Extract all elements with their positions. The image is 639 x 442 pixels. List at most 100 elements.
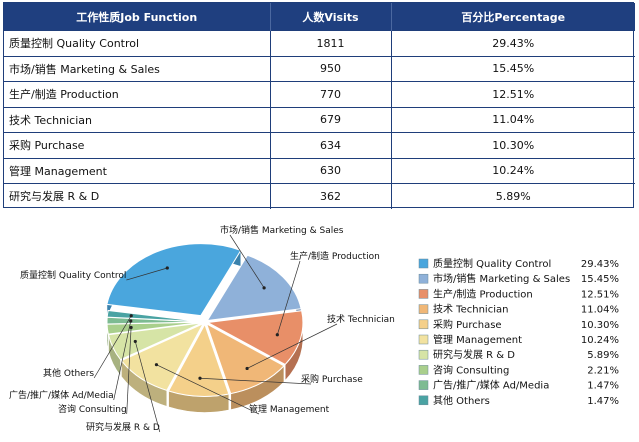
pie-chart: 质量控制 Quality Control 市场/销售 Marketing & Sa…: [9, 224, 619, 433]
legend-label: 生产/制造 Production: [433, 287, 533, 300]
job-function-table: 工作性质Job Function 人数Visits 百分比Percentage …: [3, 2, 635, 209]
leader-line: [246, 323, 338, 369]
cell-percentage: 11.04%: [391, 106, 635, 133]
leader-line: [156, 364, 260, 415]
cell-visits: 679: [270, 106, 392, 133]
cell-percentage: 10.24%: [391, 157, 635, 184]
cell-visits: 770: [270, 81, 392, 107]
pie-slice: [167, 323, 230, 397]
cell-percentage: 29.43%: [391, 30, 635, 56]
header-job-function: 工作性质Job Function: [4, 3, 271, 31]
table-row: 采购 Purchase 634 10.30%: [4, 132, 635, 158]
cell-function: 研究与发展 R & D: [4, 183, 271, 209]
cell-function: 技术 Technician: [4, 106, 271, 133]
legend-label: 研究与发展 R & D: [433, 348, 515, 361]
leader-dot: [245, 366, 249, 371]
cell-percentage: 12.51%: [391, 81, 635, 107]
legend-label: 市场/销售 Marketing & Sales: [433, 272, 570, 285]
legend-swatch: [418, 380, 429, 390]
slice-label: 技术 Technician: [327, 313, 395, 325]
pie-slice: [120, 322, 205, 391]
slice-label: 咨询 Consulting: [58, 403, 127, 415]
table-row: 研究与发展 R & D 362 5.89%: [4, 183, 635, 209]
table-header-row: 工作性质Job Function 人数Visits 百分比Percentage: [4, 3, 635, 31]
header-percentage: 百分比Percentage: [391, 3, 635, 31]
leader-dot: [165, 266, 169, 270]
table-row: 质量控制 Quality Control 1811 29.43%: [4, 30, 635, 56]
legend-label: 质量控制 Quality Control: [433, 257, 551, 270]
legend-label: 其他 Others: [433, 394, 490, 407]
cell-function: 市场/销售 Marketing & Sales: [4, 55, 271, 82]
legend-label: 技术 Technician: [433, 303, 508, 316]
table-row: 技术 Technician 679 11.04%: [4, 106, 635, 133]
legend-label: 咨询 Consulting: [433, 363, 509, 376]
leader-dot: [129, 319, 133, 323]
table-row: 生产/制造 Production 770 12.51%: [4, 81, 635, 107]
legend-swatch: [418, 273, 429, 284]
pie-slice: [206, 254, 302, 322]
leader-dot: [129, 325, 133, 330]
pie-slice: [206, 310, 304, 366]
slice-label: 管理 Management: [249, 403, 330, 415]
leader-line: [126, 327, 132, 415]
legend-swatch: [418, 289, 429, 299]
chart-legend: 质量控制 Quality Control 29.43% 市场/销售 Marketin…: [418, 257, 619, 407]
leader-line: [93, 315, 132, 379]
slice-label: 其他 Others: [43, 367, 94, 379]
cell-percentage: 10.30%: [391, 132, 635, 158]
legend-value: 1.47%: [587, 381, 619, 392]
legend-swatch: [418, 319, 429, 330]
leader-line: [134, 341, 161, 433]
legend-swatch: [418, 334, 429, 345]
legend-value: 2.21%: [587, 365, 619, 376]
leader-dot: [133, 339, 137, 344]
cell-visits: 1811: [270, 30, 392, 56]
table-row: 管理 Management 630 10.24%: [4, 157, 635, 184]
legend-value: 15.45%: [581, 274, 619, 285]
legend-swatch: [418, 304, 429, 314]
table-row: 市场/销售 Marketing & Sales 950 15.45%: [4, 55, 635, 82]
legend-value: 1.47%: [587, 396, 619, 407]
legend-swatch: [418, 365, 429, 375]
legend-value: 5.89%: [587, 350, 619, 361]
legend-label: 管理 Management: [433, 333, 522, 346]
legend-value: 10.24%: [581, 335, 619, 346]
cell-function: 管理 Management: [4, 157, 271, 184]
legend-value: 11.04%: [581, 305, 619, 316]
leader-dot: [198, 376, 202, 380]
slice-label: 广告/推广/媒体 Ad/Media: [9, 389, 114, 401]
pie-slice: [205, 322, 285, 395]
cell-function: 采购 Purchase: [4, 132, 271, 158]
cell-function: 质量控制 Quality Control: [4, 30, 271, 56]
legend-value: 10.30%: [581, 320, 619, 331]
leader-dot: [275, 333, 279, 337]
legend-value: 12.51%: [581, 289, 619, 300]
cell-visits: 630: [270, 157, 392, 184]
leader-line: [199, 377, 312, 385]
legend-swatch: [418, 395, 429, 406]
legend-swatch: [418, 349, 429, 360]
pie-slice: [106, 309, 203, 323]
cell-percentage: 15.45%: [391, 55, 635, 82]
leader-line: [113, 320, 132, 401]
legend-swatch: [418, 258, 429, 269]
leader-line: [276, 260, 301, 335]
leader-dot: [262, 286, 266, 290]
pie-slice: [106, 243, 242, 317]
leader-dot: [129, 314, 133, 318]
slice-label: 市场/销售 Marketing & Sales: [220, 224, 344, 236]
legend-value: 29.43%: [581, 259, 619, 270]
cell-percentage: 5.89%: [391, 183, 635, 209]
cell-visits: 950: [270, 55, 392, 82]
legend-label: 广告/推广/媒体 Ad/Media: [433, 379, 549, 392]
slice-label: 质量控制 Quality Control: [20, 269, 126, 281]
cell-function: 生产/制造 Production: [4, 81, 271, 107]
slice-label: 研究与发展 R & D: [86, 421, 160, 433]
leader-line: [229, 234, 265, 289]
leader-line: [126, 267, 168, 281]
pie-slice: [107, 322, 203, 361]
legend-label: 采购 Purchase: [433, 318, 502, 331]
slice-label: 采购 Purchase: [301, 373, 363, 385]
header-visits: 人数Visits: [270, 3, 392, 31]
cell-visits: 362: [270, 183, 392, 209]
